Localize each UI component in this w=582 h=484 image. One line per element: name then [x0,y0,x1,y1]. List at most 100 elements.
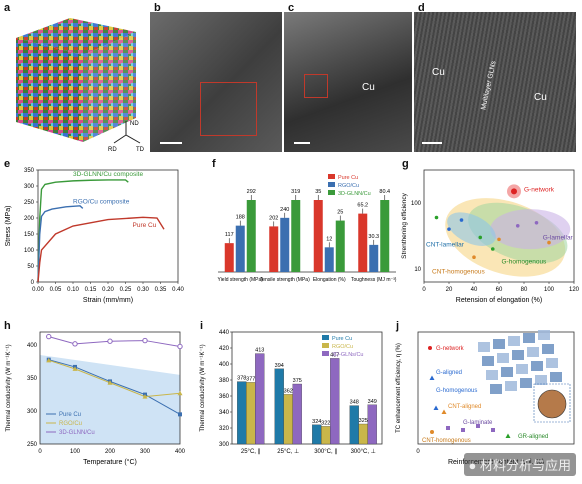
network-cell [542,344,554,354]
bar [246,200,256,272]
panel-a-ebsd-cube: ND RD TD [8,10,145,153]
series-marker [46,357,52,363]
panel-label-g: g [402,158,409,170]
network-cell [490,384,502,394]
panel-label-d: d [418,2,425,14]
y-tick-label: 420 [219,346,230,352]
zoom-box [304,74,328,98]
series-marker [107,338,113,344]
bar [246,382,256,445]
value-label: 378 [237,376,246,382]
value-label: 12 [326,236,332,242]
panel-label-j: j [396,320,400,332]
data-point [441,409,447,414]
region-label: G-lamellar [543,234,574,241]
axis-nd: ND [130,121,139,127]
value-label: 407 [330,352,339,358]
network-cell [527,347,539,357]
bar [237,381,247,445]
bar [321,426,331,445]
legend-label: Pure Cu [332,336,352,342]
legend-label: Pure Cu [338,175,358,181]
series-marker [107,380,113,385]
bar [274,368,284,445]
x-tick-label: 0.15 [85,287,97,293]
cu-particle-icon [537,389,567,419]
value-label: 394 [275,363,284,369]
network-cell [531,361,543,371]
category-label: Toughness (MJ m⁻³) [351,277,397,283]
x-tick-label: 0.00 [32,287,44,293]
series-line [48,336,181,347]
panel-b-tem-image [150,12,282,152]
shaded-region [40,355,180,444]
y-axis-label: Strenthening efficiency [401,192,408,258]
x-tick-label: 300 [140,449,151,455]
x-axis-label: Strain (mm/mm) [83,297,133,304]
ebsd-cube-image [16,18,136,142]
bar [291,200,301,272]
region-cnt-lamellar [447,212,496,246]
bar [358,213,368,272]
value-label: 117 [225,232,234,238]
region-g-lamellar [490,209,571,250]
annotation-label: GR-aligned [518,434,548,440]
x-tick-label: 0.20 [102,287,114,293]
category-label: 300°C, ⊥ [351,448,376,455]
legend-swatch [328,182,335,187]
value-label: 377 [246,376,255,382]
value-label: 413 [255,348,264,354]
legend-label: RGO/Cu [59,421,82,427]
x-tick-label: 80 [521,287,528,293]
y-tick-label: 250 [27,442,38,448]
panel-label-a: a [4,2,11,14]
y-tick-label: 440 [219,330,230,336]
network-cell [516,364,528,374]
bar [269,226,279,272]
bar [324,247,334,272]
bar [292,383,302,445]
inset-frame [533,383,571,423]
series-marker [72,366,78,371]
y-tick-label: 340 [219,410,230,416]
x-tick-label: 60 [496,287,503,293]
y-tick-label: 100 [411,201,422,207]
y-tick-label: 380 [219,378,230,384]
category-label: 25°C, ⊥ [277,448,299,455]
y-tick-label: 300 [219,442,230,448]
x-tick-label: 0.30 [137,287,149,293]
value-label: 188 [236,215,245,221]
series-marker [178,412,182,417]
axis-rd: RD [108,147,117,153]
legend-swatch [322,335,329,340]
category-label: Tensile strength (MPa) [260,277,310,283]
y-axis-label: Thermal conductivity (W m⁻¹K⁻¹) [6,344,12,431]
x-tick-label: 0 [422,287,426,293]
data-point [505,433,511,438]
y-tick-label: 100 [24,248,35,254]
value-label: 292 [247,189,256,195]
bar [255,353,265,445]
bar [380,200,390,272]
series-line [37,216,165,283]
x-tick-label: 40 [471,287,478,293]
category-label: Elongation (%) [313,277,346,283]
region-label: G-homogenous [502,259,548,266]
label-multilayer-glns: Multilayer GLNs [480,60,498,111]
x-tick-label: 0.40 [172,287,184,293]
data-point [476,424,480,428]
network-cell [497,353,509,363]
series-line [37,179,129,283]
value-label: 348 [350,400,359,406]
x-tick-label: 0 [38,449,42,455]
data-point [446,426,450,430]
bar [313,200,323,272]
panel-d-hrtem-image: Cu Cu Multilayer GLNs [414,12,576,152]
panel-c-tem-image: Cu [284,12,412,152]
network-cell [523,333,535,343]
bar [369,244,379,272]
data-point [491,428,495,432]
network-illustration [478,330,562,394]
annotation-label: CNT-aligned [448,404,481,410]
legend-label: RGO/Cu [338,183,359,189]
